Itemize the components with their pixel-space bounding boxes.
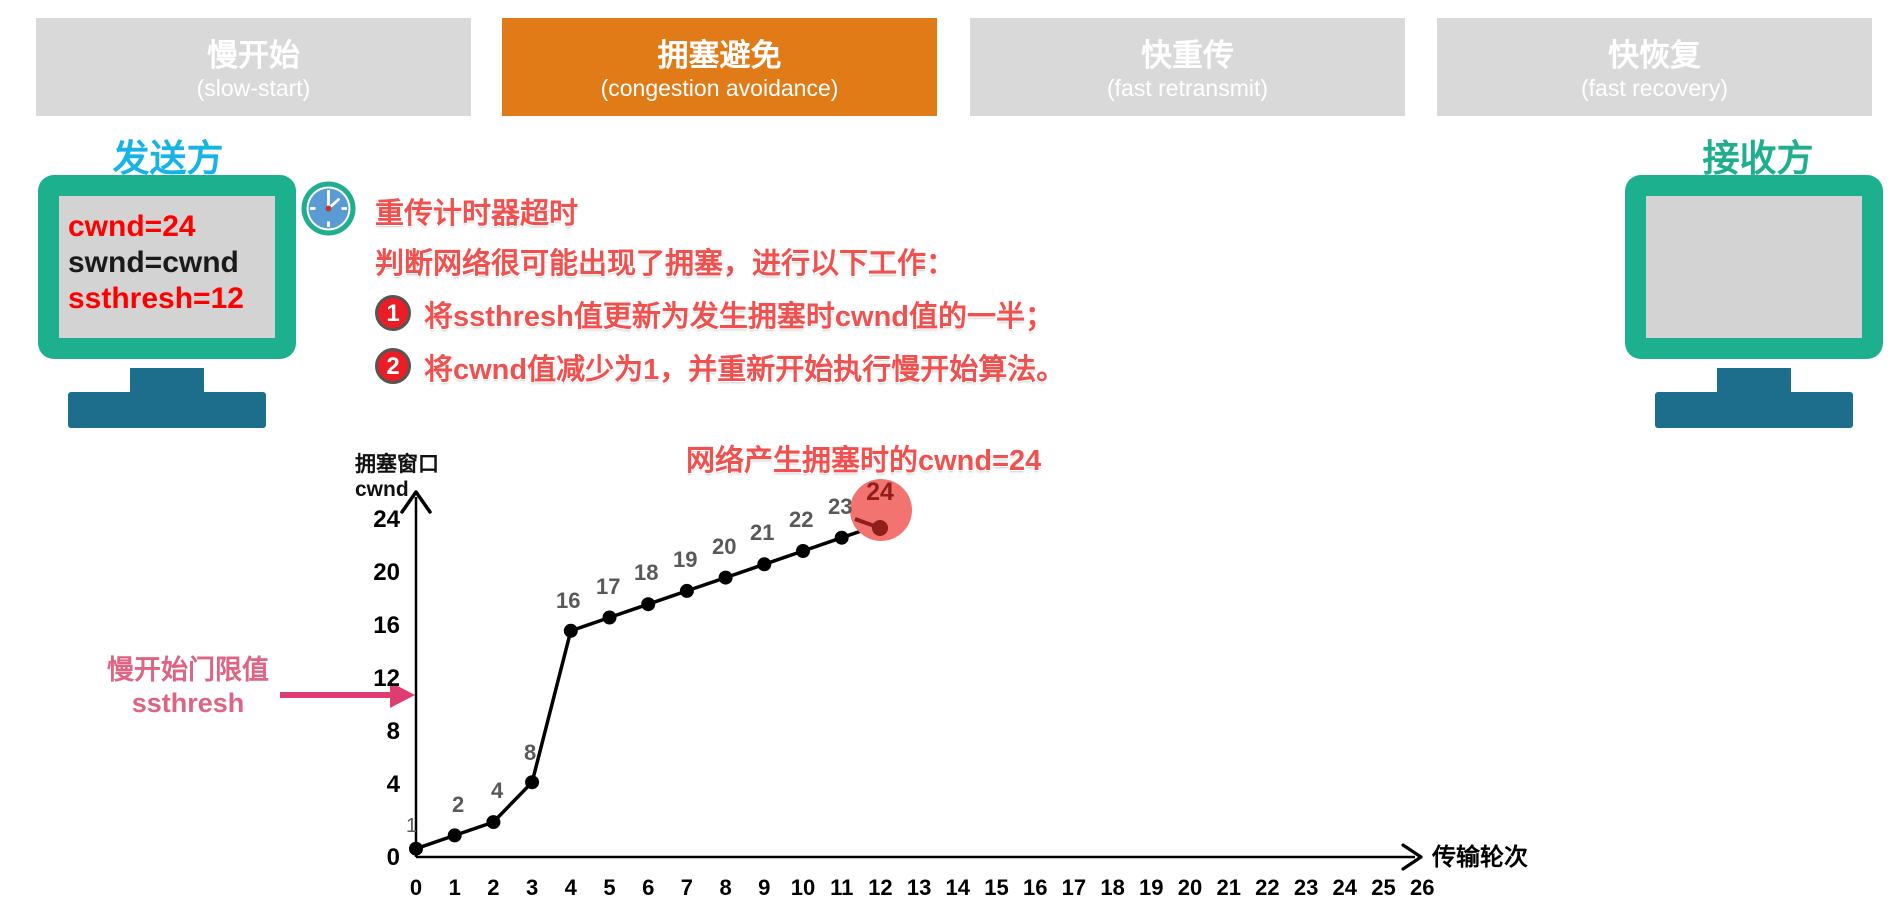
- svg-text:22: 22: [1255, 875, 1279, 900]
- svg-text:14: 14: [946, 875, 971, 900]
- svg-text:12: 12: [868, 875, 892, 900]
- svg-text:25: 25: [1371, 875, 1395, 900]
- svg-text:0: 0: [410, 875, 422, 900]
- svg-text:4: 4: [491, 778, 504, 803]
- svg-text:20: 20: [712, 534, 736, 559]
- svg-text:8: 8: [719, 875, 731, 900]
- svg-text:26: 26: [1410, 875, 1434, 900]
- svg-text:10: 10: [791, 875, 815, 900]
- svg-text:21: 21: [750, 520, 774, 545]
- svg-text:8: 8: [387, 718, 400, 745]
- svg-text:15: 15: [984, 875, 1008, 900]
- svg-text:21: 21: [1216, 875, 1240, 900]
- svg-text:16: 16: [1023, 875, 1047, 900]
- svg-text:19: 19: [1139, 875, 1163, 900]
- svg-text:20: 20: [373, 559, 400, 586]
- svg-text:22: 22: [789, 507, 813, 532]
- svg-text:9: 9: [758, 875, 770, 900]
- svg-text:18: 18: [1100, 875, 1124, 900]
- svg-text:24: 24: [866, 478, 894, 506]
- svg-text:17: 17: [596, 574, 620, 599]
- svg-text:18: 18: [634, 560, 658, 585]
- svg-text:3: 3: [526, 875, 538, 900]
- svg-text:4: 4: [565, 875, 578, 900]
- svg-text:8: 8: [524, 740, 536, 765]
- svg-text:17: 17: [1062, 875, 1086, 900]
- svg-text:1: 1: [406, 815, 417, 837]
- svg-text:23: 23: [828, 494, 852, 519]
- svg-text:16: 16: [556, 588, 580, 613]
- svg-text:11: 11: [830, 875, 853, 900]
- svg-text:24: 24: [373, 506, 400, 533]
- svg-text:13: 13: [907, 875, 931, 900]
- svg-text:4: 4: [387, 771, 401, 798]
- svg-text:传输轮次: 传输轮次: [1431, 843, 1528, 871]
- svg-text:16: 16: [373, 612, 400, 639]
- svg-text:20: 20: [1178, 875, 1202, 900]
- svg-text:12: 12: [373, 665, 400, 692]
- svg-text:0: 0: [387, 844, 400, 871]
- svg-text:5: 5: [603, 875, 615, 900]
- svg-text:1: 1: [449, 875, 461, 900]
- svg-text:7: 7: [681, 875, 693, 900]
- svg-text:2: 2: [452, 792, 464, 817]
- svg-text:19: 19: [673, 547, 697, 572]
- svg-text:23: 23: [1294, 875, 1318, 900]
- svg-text:6: 6: [642, 875, 654, 900]
- svg-text:2: 2: [487, 875, 499, 900]
- svg-text:24: 24: [1333, 875, 1358, 900]
